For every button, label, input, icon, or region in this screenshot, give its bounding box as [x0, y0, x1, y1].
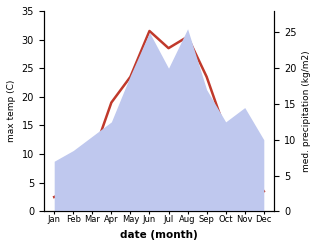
- Y-axis label: med. precipitation (kg/m2): med. precipitation (kg/m2): [302, 50, 311, 172]
- X-axis label: date (month): date (month): [120, 230, 198, 240]
- Y-axis label: max temp (C): max temp (C): [7, 80, 16, 142]
